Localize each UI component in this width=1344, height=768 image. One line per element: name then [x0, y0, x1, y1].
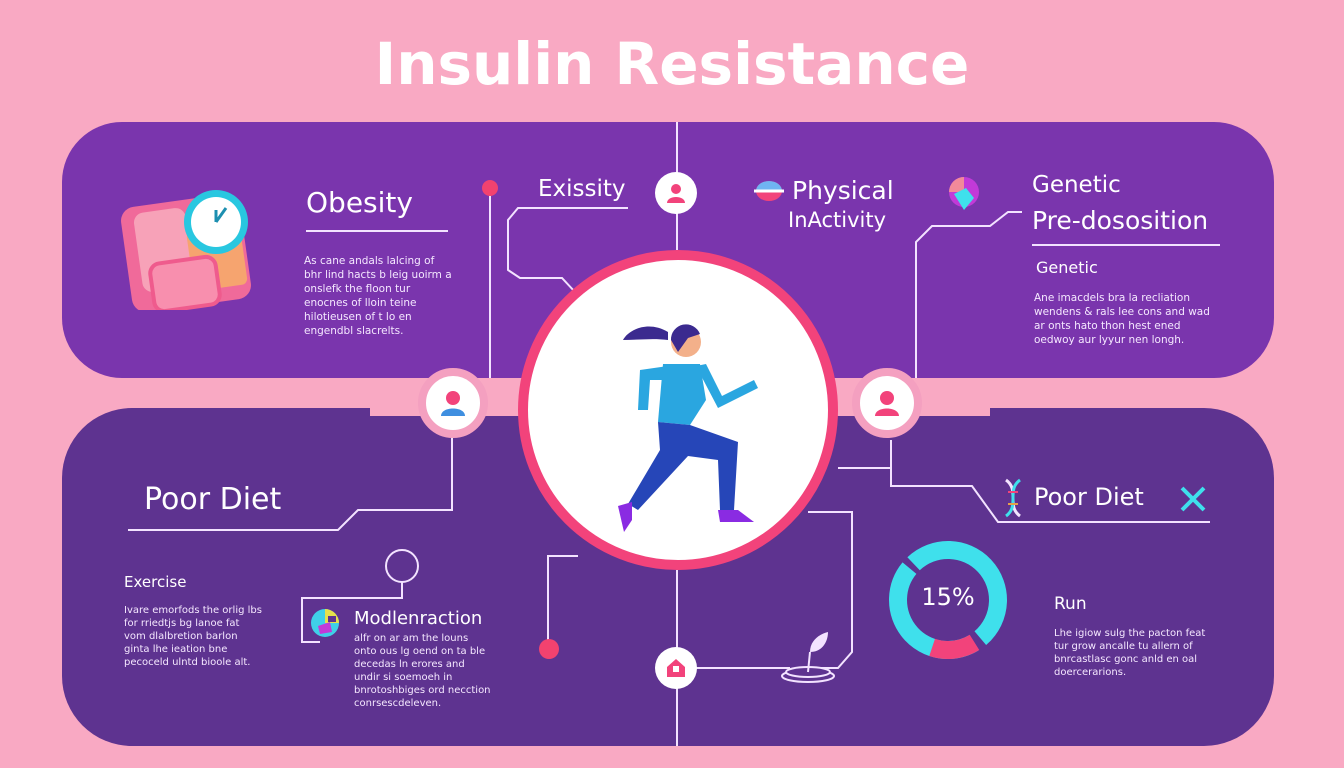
obesity-body: As cane andals lalcing of bhr lind hacts… — [304, 255, 452, 337]
genetic-underline — [1032, 244, 1220, 246]
obesity-underline — [306, 230, 448, 232]
user-icon — [441, 391, 465, 416]
exercise-heading: Exercise — [124, 573, 187, 591]
lower-left-dot — [539, 639, 559, 659]
poor-diet-left-heading: Poor Diet — [144, 482, 282, 517]
genetic-body: Ane imacdels bra la recliation wendens &… — [1034, 292, 1210, 346]
user-icon — [875, 391, 899, 416]
moderation-body: alfr on ar am the louns onto ous lg oend… — [354, 633, 491, 709]
obesity-icon — [118, 180, 268, 314]
plant-icon — [780, 628, 840, 688]
user-icon — [667, 184, 685, 203]
run-percent: 15% — [921, 583, 975, 611]
run-donut-chart — [888, 540, 1008, 660]
run-body: Lhe igiow sulg the pacton feat tur grow … — [1054, 628, 1206, 678]
poor-diet-right-heading: Poor Diet — [1034, 483, 1144, 511]
globe-icon — [310, 608, 340, 638]
runner-icon — [618, 324, 758, 532]
user-node-left[interactable] — [418, 368, 488, 438]
user-node-top[interactable] — [655, 172, 697, 214]
physical-heading: Physical — [792, 176, 894, 205]
dna-icon — [1002, 478, 1024, 518]
exissity-dot — [482, 180, 498, 196]
home-node[interactable] — [655, 647, 697, 689]
home-icon — [667, 659, 685, 677]
runner-hub — [518, 250, 838, 570]
run-heading: Run — [1054, 594, 1087, 614]
pill-icon — [754, 180, 784, 202]
inactivity-heading: InActivity — [788, 208, 887, 232]
genetic-subheading: Genetic — [1036, 258, 1098, 277]
obesity-heading: Obesity — [306, 186, 413, 219]
genetic-heading: Genetic — [1032, 172, 1121, 198]
predisposition-heading: Pre-dososition — [1032, 206, 1209, 235]
moderation-heading: Modlenraction — [354, 608, 483, 629]
utensils-icon — [1178, 484, 1208, 514]
gem-icon — [946, 176, 982, 212]
exissity-heading: Exissity — [538, 176, 626, 202]
user-node-right[interactable] — [852, 368, 922, 438]
page-title: Insulin Resistance — [374, 30, 970, 98]
exercise-body: Ivare emorfods the orlig lbs for rriedtj… — [124, 605, 262, 668]
